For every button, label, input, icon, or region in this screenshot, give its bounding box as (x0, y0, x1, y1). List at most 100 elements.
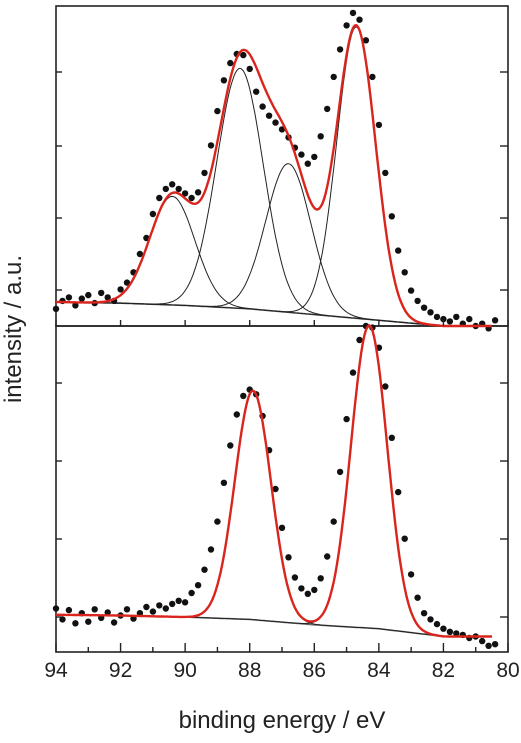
bottom-data-point-44 (330, 518, 337, 525)
top-data-point-58 (420, 304, 428, 311)
top-data-point-69 (491, 317, 499, 324)
top-data-point-47 (349, 9, 357, 17)
top-data-point-6 (85, 291, 92, 299)
top-data-point-60 (433, 313, 441, 321)
top-data-point-50 (369, 73, 376, 81)
bottom-data-point-20 (175, 597, 182, 604)
top-data-point-14 (136, 250, 144, 258)
bottom-data-point-10 (110, 619, 118, 626)
bottom-data-point-62 (446, 628, 454, 635)
x-axis-ticks: 94 92 90 88 86 84 82 80 (44, 320, 520, 682)
top-data-point-54 (395, 247, 402, 254)
x-tick-label-86: 86 (303, 659, 326, 682)
bottom-data-point-47 (349, 369, 357, 376)
bottom-data-point-37 (285, 554, 292, 561)
top-data-point-24 (201, 169, 208, 177)
top-data-point-62 (446, 318, 454, 325)
top-data-point-44 (330, 73, 337, 81)
top-data-point-5 (78, 295, 86, 302)
top-data-point-16 (149, 210, 157, 218)
x-tick-label-82: 82 (432, 659, 455, 682)
top-data-point-57 (414, 297, 421, 305)
top-data-point-61 (440, 315, 447, 323)
bottom-data-point-22 (188, 589, 195, 597)
top-data-point-63 (453, 313, 460, 321)
top-component-peak-4 (56, 26, 492, 327)
top-data-point-28 (227, 59, 234, 67)
top-data-point-45 (336, 46, 344, 53)
bottom-data-point-3 (65, 606, 73, 614)
x-tick-label-88: 88 (238, 659, 261, 682)
top-data-point-56 (407, 287, 415, 294)
bottom-data-point-36 (278, 524, 286, 531)
top-data-point-21 (181, 190, 189, 197)
bottom-data-point-15 (143, 603, 150, 611)
top-data-point-30 (240, 51, 247, 59)
bottom-data-point-18 (162, 605, 169, 612)
bottom-data-point-30 (240, 392, 247, 400)
bottom-data-point-61 (440, 625, 447, 632)
bottom-data-point-12 (123, 606, 131, 613)
top-data-point-53 (388, 213, 395, 220)
top-data-point-3 (65, 294, 73, 301)
x-axis-label: binding energy / eV (179, 707, 386, 734)
bottom-data-point-1 (52, 605, 60, 612)
top-data-point-34 (265, 112, 273, 119)
bottom-data-point-17 (156, 602, 163, 609)
bottom-panel-plot (52, 322, 499, 649)
top-data-point-1 (52, 305, 60, 313)
bottom-data-point-7 (91, 606, 98, 613)
bottom-data-point-38 (291, 574, 299, 581)
bottom-data-point-23 (194, 582, 202, 589)
top-data-point-4 (72, 302, 79, 309)
top-data-point-11 (117, 286, 124, 293)
top-data-point-51 (375, 121, 383, 129)
top-background-line (56, 301, 492, 327)
y-axis-label: intensity / a.u. (0, 255, 27, 403)
x-tick-label-90: 90 (173, 659, 196, 682)
bottom-data-point-63 (453, 630, 460, 637)
x-tick-label-92: 92 (109, 659, 132, 682)
top-data-point-36 (278, 126, 286, 133)
bottom-data-point-67 (479, 637, 486, 645)
x-tick-label-80: 80 (496, 659, 519, 682)
bottom-envelope-fit (55, 323, 492, 638)
bottom-data-point-39 (298, 585, 305, 592)
bottom-data-point-40 (304, 590, 311, 597)
top-data-point-39 (298, 151, 305, 158)
bottom-data-point-2 (59, 616, 66, 623)
top-data-point-33 (259, 103, 266, 110)
top-data-point-43 (324, 105, 331, 113)
top-data-point-26 (214, 107, 221, 115)
top-data-point-19 (169, 181, 176, 188)
bottom-data-point-16 (149, 608, 157, 615)
bottom-data-point-41 (311, 586, 318, 594)
top-data-point-20 (175, 185, 182, 193)
x-tick-label-94: 94 (44, 659, 68, 682)
top-data-point-25 (207, 142, 215, 149)
top-data-point-32 (253, 88, 260, 95)
bottom-data-point-69 (491, 641, 499, 648)
top-data-point-46 (343, 22, 350, 29)
top-data-point-35 (272, 119, 279, 126)
top-component-peak-3 (56, 163, 492, 327)
top-data-point-8 (98, 289, 105, 297)
bottom-data-point-57 (414, 594, 421, 601)
bottom-data-point-19 (169, 600, 176, 608)
bottom-data-point-35 (272, 485, 279, 493)
bottom-data-point-24 (201, 566, 208, 573)
top-panel-frame (55, 5, 509, 327)
bottom-data-point-9 (104, 609, 111, 616)
bottom-data-point-27 (220, 479, 228, 486)
top-data-point-65 (466, 315, 473, 323)
bottom-data-point-25 (207, 546, 215, 553)
bottom-data-point-46 (343, 415, 350, 423)
bottom-data-point-60 (433, 620, 441, 628)
top-data-point-52 (382, 169, 389, 177)
top-data-point-48 (356, 16, 363, 23)
x-tick-label-84: 84 (367, 659, 391, 682)
bottom-data-point-28 (227, 442, 234, 449)
bottom-data-point-48 (356, 336, 363, 344)
bottom-data-point-6 (85, 618, 92, 625)
top-data-point-22 (188, 194, 195, 202)
